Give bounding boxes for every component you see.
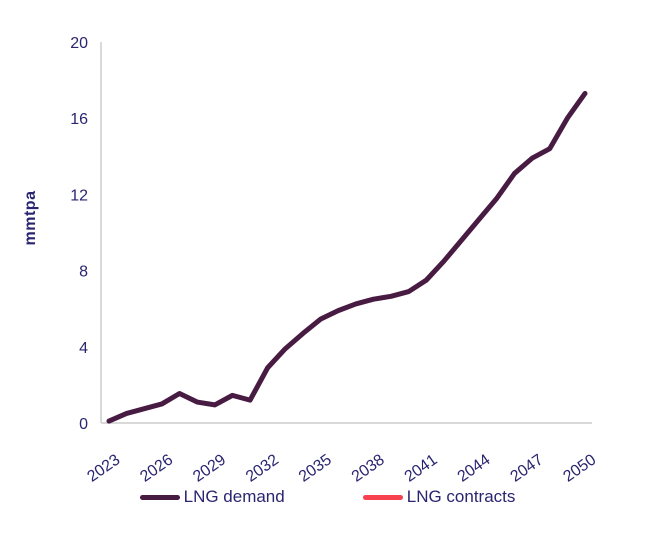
y-tick-label: 4 [79,340,88,357]
legend-label-lng-demand: LNG demand [183,487,285,506]
x-tick-label: 2044 [455,451,494,485]
y-tick-label: 20 [70,35,88,52]
y-tick-label: 12 [70,187,88,204]
x-tick-label: 2023 [84,451,123,485]
x-tick-label: 2026 [137,451,176,485]
x-tick-label: 2038 [349,451,388,485]
y-tick-label: 8 [79,264,88,281]
lng-contracts-line-swatch [362,494,403,500]
series-line-0 [106,90,588,424]
x-tick-label: 2047 [507,451,546,485]
x-tick-label: 2032 [243,451,282,485]
x-tick-label: 2035 [296,451,335,485]
y-tick-label: 0 [79,416,88,433]
y-tick-label: 16 [70,111,88,128]
legend-item-lng-demand: LNG demand [139,487,285,507]
chart-legend: LNG demand LNG contracts [0,487,655,507]
x-tick-label: 2041 [402,451,441,485]
x-tick-label: 2050 [560,451,599,485]
x-tick-label: 2029 [190,451,229,485]
lng-demand-line-swatch [139,494,180,500]
legend-item-lng-contracts: LNG contracts [362,487,516,507]
legend-label-lng-contracts: LNG contracts [406,487,516,506]
